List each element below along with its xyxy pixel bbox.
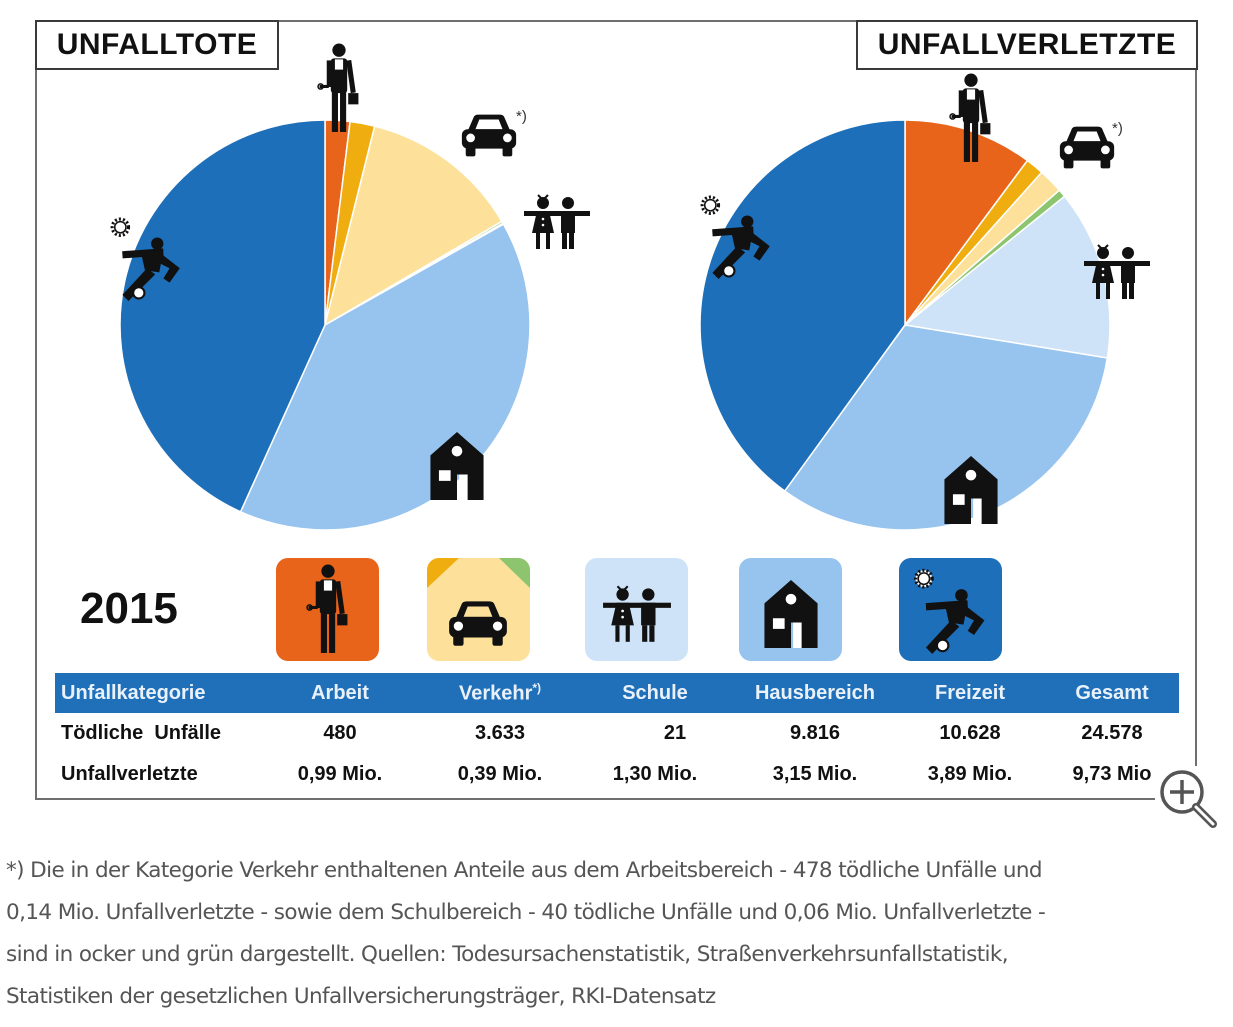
soccer-player-icon [913, 568, 986, 656]
table-cell: 24.578 [1081, 722, 1143, 744]
footnote-marker-right: *) [1112, 120, 1123, 137]
table-cell: 480 [323, 722, 357, 744]
footnote-line: *) Die in der Kategorie Verkehr enthalte… [6, 858, 1043, 883]
pie-slice-verkehr [323, 125, 503, 327]
table-cell: 10.628 [939, 722, 1001, 744]
legend-tile-freizeit [899, 558, 1002, 661]
footnote-line: sind in ocker und grün dargestellt. Quel… [6, 942, 1009, 967]
infographic-frame [35, 20, 1197, 800]
zoom-in-button[interactable] [1155, 766, 1219, 830]
table-cell: 9,73 Mio [1072, 763, 1152, 785]
legend-tile-schule [585, 558, 688, 661]
legend-tile-arbeit [276, 558, 379, 661]
children-icon [601, 585, 673, 643]
worker-icon [306, 563, 349, 654]
frame-top-border [35, 20, 1197, 22]
table-row: Tödliche Unfälle 480 3.633 21 9.816 10.6… [55, 713, 1179, 754]
house-icon [430, 432, 484, 500]
car-icon [427, 558, 530, 646]
pie-chart-unfallverletzte [699, 119, 1111, 531]
table-cell: 21 [663, 722, 687, 744]
pie-slice-freizeit [119, 119, 326, 513]
table-cell: 9.816 [789, 722, 841, 744]
table-cell: 3,15 Mio. [772, 763, 858, 785]
statistics-table: Unfallkategorie Arbeit Verkehr*) Schule … [55, 673, 1179, 795]
table-header-row: Unfallkategorie Arbeit Verkehr*) Schule … [55, 673, 1179, 713]
table-cell: 1,30 Mio. [612, 763, 698, 785]
children-icon [522, 188, 592, 254]
pie-slice-freizeit [699, 119, 906, 493]
car-icon [458, 110, 520, 160]
table-header-cell: Hausbereich [754, 681, 876, 704]
table-header-cell: Unfallkategorie [61, 681, 206, 704]
table-cell: 0,39 Mio. [457, 763, 543, 785]
house-icon [764, 580, 818, 648]
footnote-marker-left: *) [516, 108, 527, 125]
legend-tile-verkehr [427, 558, 530, 661]
soccer-player-icon [696, 190, 778, 284]
worker-icon [944, 72, 998, 164]
table-header-cell: Gesamt [1075, 681, 1149, 704]
soccer-player-icon [106, 212, 188, 306]
footnote-line: 0,14 Mio. Unfallverletzte - sowie dem Sc… [6, 900, 1046, 925]
table-header-cell: Verkehr*) [425, 681, 575, 706]
table-row: Unfallverletzte 0,99 Mio. 0,39 Mio. 1,30… [55, 754, 1179, 795]
house-icon [944, 456, 998, 524]
children-icon [1082, 238, 1152, 304]
table-cell: 3.633 [474, 722, 526, 744]
year-label: 2015 [80, 584, 178, 633]
table-cell: 3,89 Mio. [927, 763, 1013, 785]
worker-icon [312, 42, 366, 134]
footnote-marker: *) [532, 680, 542, 695]
table-header-cell: Arbeit [311, 681, 369, 704]
chart-title-unfalltote: UNFALLTOTE [35, 20, 279, 70]
table-header-cell: Freizeit [934, 681, 1006, 704]
row-label: Unfallverletzte [61, 763, 198, 785]
row-label: Tödliche Unfälle [61, 722, 222, 744]
car-icon [1056, 122, 1118, 172]
legend-tile-hausbereich [739, 558, 842, 661]
footnote-line: Statistiken der gesetzlichen Unfallversi… [6, 984, 716, 1009]
magnifier-plus-icon [1160, 770, 1217, 828]
chart-title-unfallverletzte: UNFALLVERLETZTE [856, 20, 1198, 70]
footnote: *) Die in der Kategorie Verkehr enthalte… [6, 850, 1226, 1018]
table-cell: 0,99 Mio. [297, 763, 383, 785]
table-header-cell: Schule [622, 681, 688, 704]
table-header-verkehr: Verkehr [458, 682, 533, 705]
